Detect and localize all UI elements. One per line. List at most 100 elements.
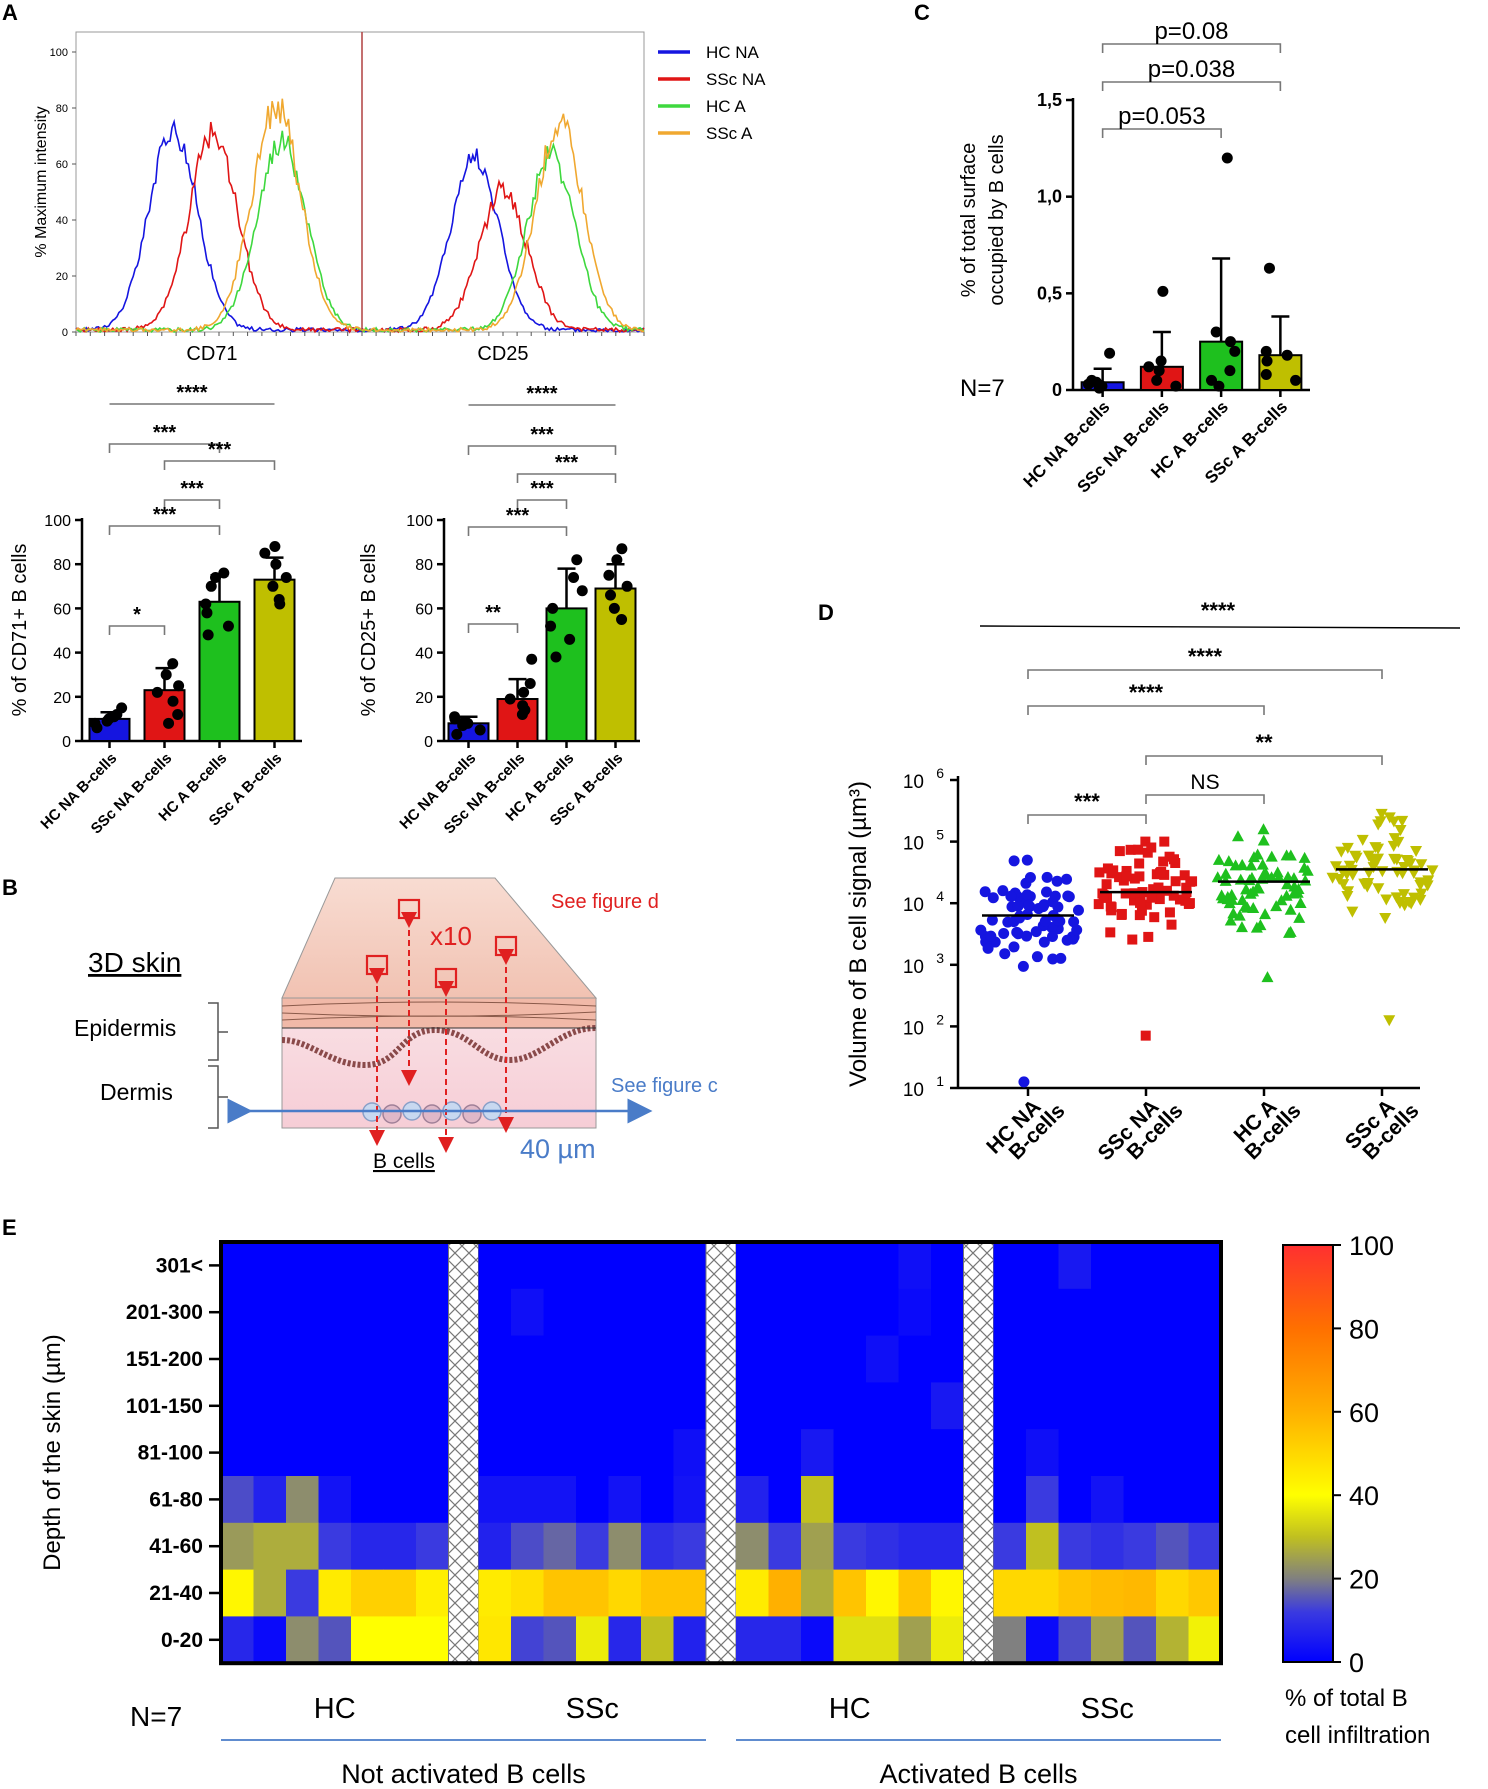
heatmap-cell bbox=[673, 1288, 707, 1337]
row-label-0: 301< bbox=[156, 1254, 203, 1277]
significance-label-0: **** bbox=[176, 382, 207, 404]
colorbar-label-3: 60 bbox=[1349, 1398, 1379, 1428]
scatter-point bbox=[1410, 845, 1423, 857]
heatmap-cell bbox=[898, 1382, 932, 1430]
heatmap-cell bbox=[416, 1616, 449, 1664]
heatmap-cell bbox=[511, 1569, 544, 1617]
heatmap-cell bbox=[1123, 1288, 1157, 1337]
ytick-label-exp: 6 bbox=[936, 765, 944, 781]
colorbar-title-line1: % of total B bbox=[1285, 1685, 1408, 1712]
scatter-point bbox=[1356, 834, 1369, 846]
heatmap-cell bbox=[543, 1242, 577, 1290]
scatter-point bbox=[1129, 873, 1140, 884]
scatter-point bbox=[1394, 825, 1407, 837]
heatmap-cell bbox=[221, 1429, 254, 1477]
data-point bbox=[200, 598, 212, 610]
data-point bbox=[1260, 369, 1272, 381]
data-point bbox=[1104, 347, 1116, 359]
data-point bbox=[1263, 262, 1275, 274]
scatter-point bbox=[1346, 906, 1359, 918]
data-point bbox=[222, 620, 234, 632]
ytick-label: 1,0 bbox=[1037, 187, 1062, 207]
epidermis-label: Epidermis bbox=[74, 1015, 176, 1041]
scatter-point bbox=[1294, 897, 1307, 909]
heatmap-cell bbox=[673, 1382, 707, 1430]
heatmap-cell bbox=[1058, 1382, 1092, 1430]
scatter-point bbox=[1415, 888, 1428, 900]
data-point bbox=[1153, 365, 1165, 377]
histogram-line-hc-na-cd71 bbox=[75, 118, 363, 333]
heatmap-cell bbox=[931, 1522, 964, 1571]
heatmap-cell bbox=[318, 1382, 352, 1430]
scatter-point bbox=[1247, 885, 1260, 897]
heatmap-cell bbox=[768, 1522, 802, 1571]
heatmap-cell bbox=[221, 1288, 254, 1337]
heatmap-cell bbox=[833, 1569, 867, 1617]
scatter-point bbox=[1239, 900, 1252, 912]
scatter-point bbox=[1265, 871, 1278, 883]
heatmap-cell bbox=[641, 1522, 674, 1571]
heatmap-cell bbox=[1026, 1522, 1059, 1571]
scatter-point bbox=[1148, 884, 1159, 895]
scatter-point bbox=[1231, 830, 1244, 842]
scatter-point bbox=[1146, 892, 1157, 903]
scatter-point bbox=[1235, 921, 1248, 933]
scatter-point bbox=[1396, 868, 1409, 880]
heatmap-cell bbox=[1188, 1382, 1222, 1430]
data-point bbox=[608, 602, 620, 614]
scatter-point bbox=[1012, 900, 1024, 912]
scatter-point bbox=[1185, 876, 1196, 887]
scatter-point bbox=[1166, 919, 1177, 930]
dermis-bracket bbox=[208, 1065, 228, 1129]
heatmap-cell bbox=[1091, 1288, 1124, 1337]
scatter-point bbox=[1158, 856, 1169, 867]
scatter-point bbox=[1383, 1015, 1396, 1027]
y-axis-label: Volume of B cell signal (µm³) bbox=[845, 781, 872, 1087]
legend-label-0: HC NA bbox=[706, 43, 760, 62]
heatmap-cell bbox=[543, 1382, 577, 1430]
histogram-line-ssc-na-cd71 bbox=[75, 121, 363, 334]
heatmap-cell bbox=[833, 1522, 867, 1571]
supergroup-label-0: Not activated B cells bbox=[341, 1759, 586, 1789]
heatmap-cell bbox=[866, 1382, 899, 1430]
heatmap-cell bbox=[318, 1242, 352, 1290]
heatmap-cell bbox=[1091, 1522, 1124, 1571]
heatmap-cell bbox=[383, 1242, 417, 1290]
scatter-point bbox=[1405, 898, 1418, 910]
scatter-point bbox=[1390, 854, 1403, 866]
heatmap-cell bbox=[543, 1569, 577, 1617]
histogram-ytick: 0 bbox=[62, 327, 68, 339]
heatmap-cell bbox=[318, 1429, 352, 1477]
histogram-frame bbox=[75, 31, 645, 333]
heatmap-cell bbox=[221, 1382, 254, 1430]
scatter-point bbox=[1179, 870, 1190, 881]
ytick-label: 60 bbox=[53, 601, 71, 618]
heatmap-cell bbox=[768, 1335, 802, 1383]
colorbar-label-5: 100 bbox=[1349, 1231, 1394, 1261]
data-point bbox=[1229, 345, 1241, 357]
heatmap-cell bbox=[866, 1476, 899, 1524]
significance-bracket-2 bbox=[163, 460, 276, 470]
heatmap-cell bbox=[576, 1522, 609, 1571]
scatter-point bbox=[1098, 890, 1109, 901]
heatmap-cell bbox=[351, 1476, 384, 1524]
scatter-point bbox=[1383, 812, 1396, 824]
heatmap-cell bbox=[736, 1429, 769, 1477]
heatmap-cell bbox=[993, 1429, 1027, 1477]
significance-bracket-1 bbox=[1101, 81, 1282, 91]
heatmap-cell bbox=[1058, 1429, 1092, 1477]
data-point bbox=[474, 724, 486, 736]
heatmap-cell bbox=[286, 1242, 319, 1290]
scatter-point bbox=[1270, 900, 1283, 912]
heatmap-cell bbox=[898, 1288, 932, 1337]
heatmap-cell bbox=[221, 1242, 254, 1290]
heatmap-cell bbox=[801, 1288, 834, 1337]
significance-bracket-4 bbox=[1145, 794, 1265, 804]
row-label-8: 0-20 bbox=[161, 1629, 203, 1652]
heatmap-cell bbox=[286, 1569, 319, 1617]
significance-bracket-5 bbox=[1027, 814, 1147, 824]
heatmap-cell bbox=[1058, 1288, 1092, 1337]
heatmap-cell bbox=[253, 1569, 287, 1617]
scatter-point bbox=[1134, 910, 1145, 921]
